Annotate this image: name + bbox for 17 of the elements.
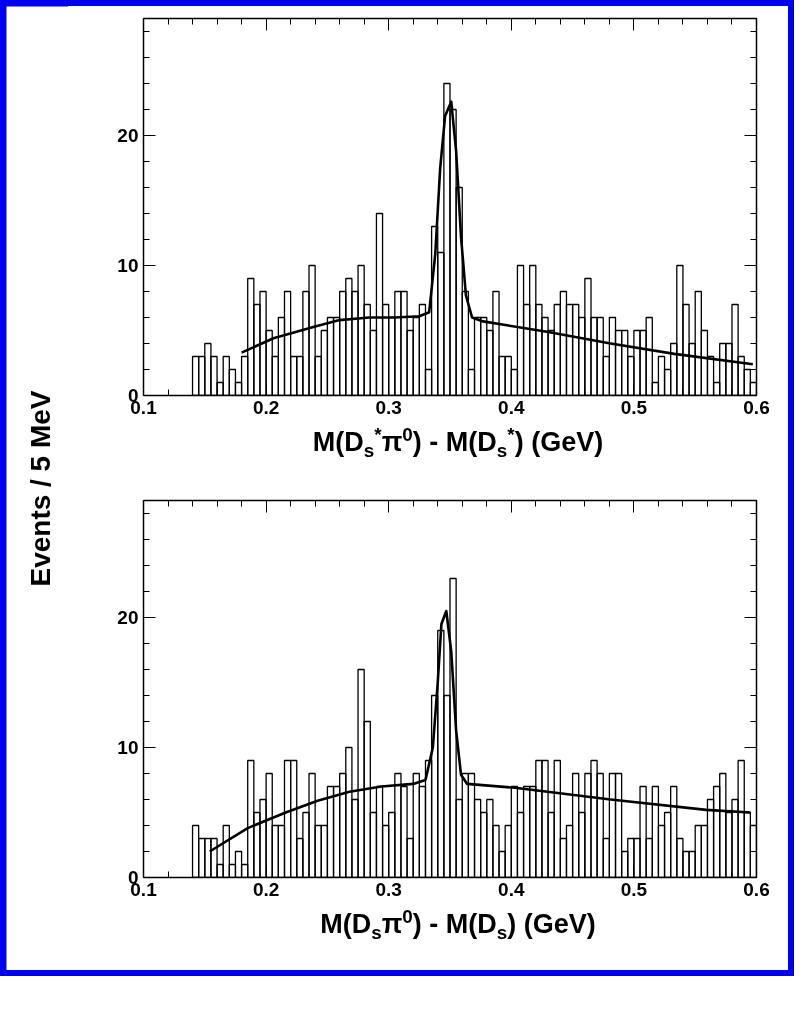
y-tick-label: 10 — [117, 255, 139, 276]
y-tick-label: 10 — [117, 737, 139, 758]
x-axis-title: M(D$_{s}$π$^{0}$) - M(D$_{s}$) (GeV) — [320, 905, 596, 946]
x-tick-label: 0.2 — [252, 396, 280, 418]
x-tick-label: 0.3 — [375, 396, 402, 418]
y-axis-title: Events / 5 MeV — [25, 390, 57, 587]
x-tick-label: 0.5 — [620, 396, 648, 418]
text: M(D$_{s}$$^{*}$π$^{0}$) - M(D$_{s}$$^{*}$) (GeV) — [312, 424, 604, 462]
x-tick-label: 0.2 — [252, 878, 280, 900]
y-tick-label: 20 — [117, 125, 139, 146]
x-tick-label: 0.4 — [498, 878, 525, 900]
x-tick-label: 0.6 — [743, 878, 770, 900]
y-tick-label: 20 — [117, 607, 139, 628]
x-tick-label: 0.5 — [620, 878, 648, 900]
x-tick-label: 0.6 — [743, 396, 770, 418]
x-tick-label: 0.4 — [498, 396, 525, 418]
x-tick-label: 0.3 — [375, 878, 402, 900]
